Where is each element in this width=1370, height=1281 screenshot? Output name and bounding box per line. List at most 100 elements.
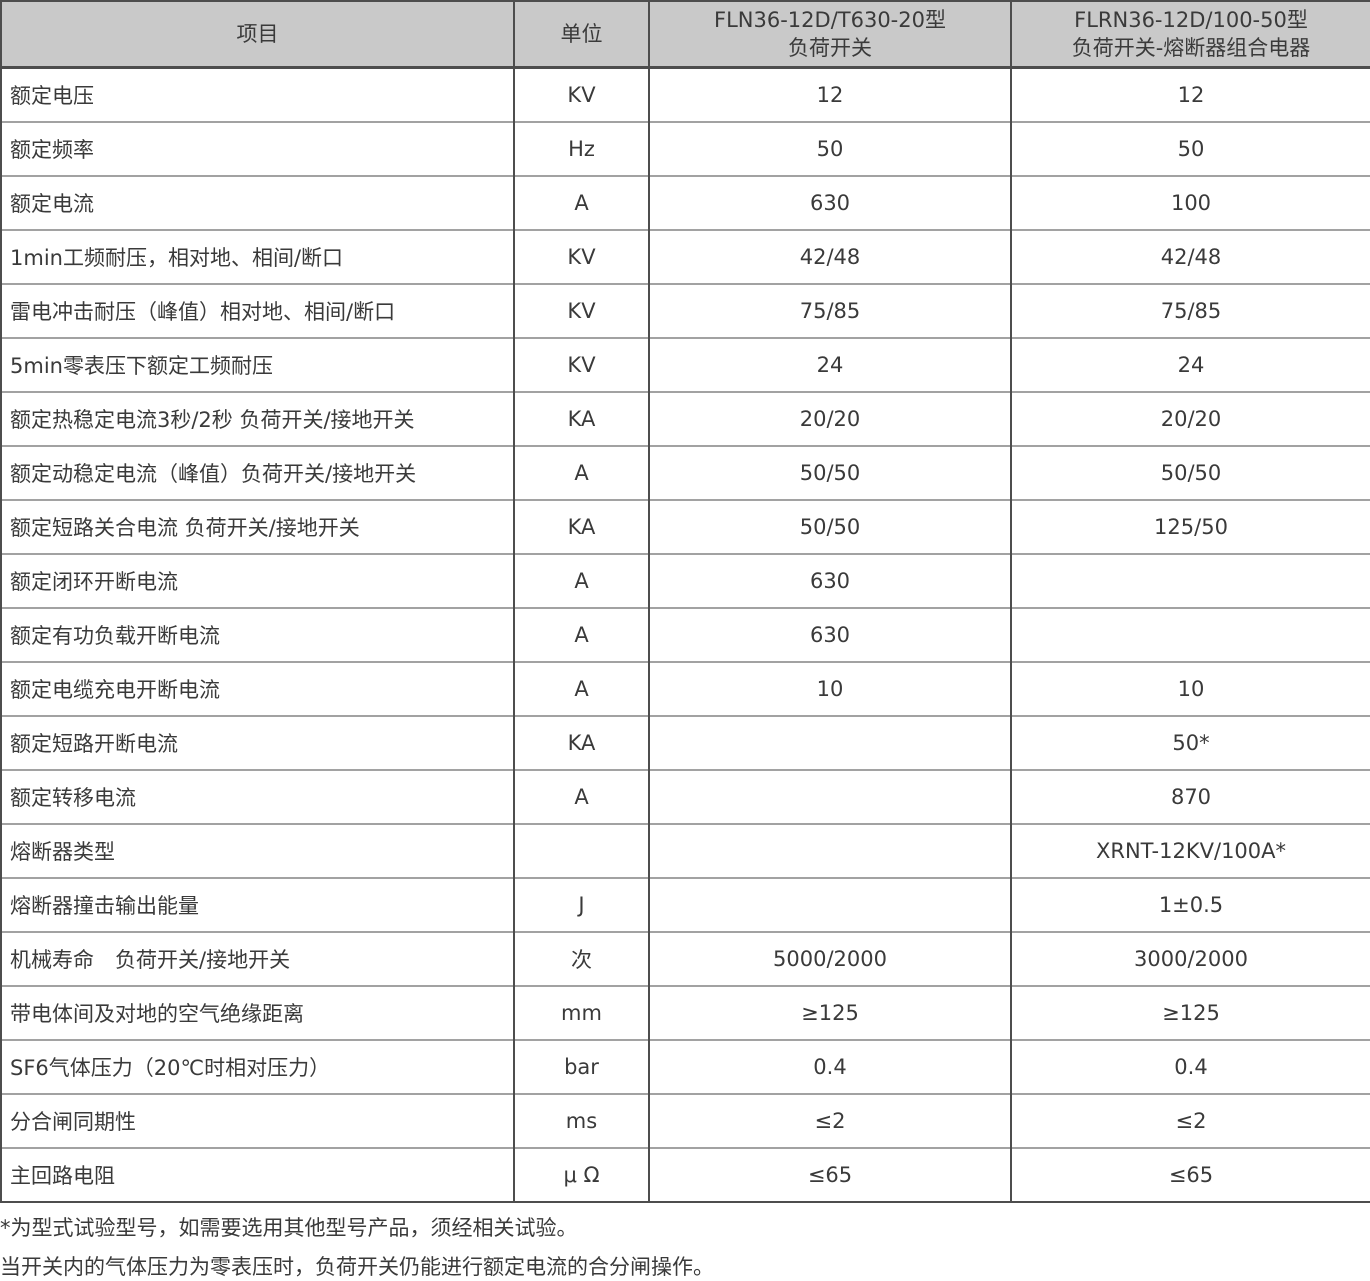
header-model-b: FLRN36-12D/100-50型 负荷开关-熔断器组合电器 — [1010, 1, 1370, 69]
item-cell: 额定电缆充电开断电流 — [0, 661, 515, 716]
unit-cell — [513, 823, 650, 878]
value-b-cell: ≤2 — [1010, 1093, 1370, 1148]
value-b-cell: 10 — [1010, 661, 1370, 716]
value-a-cell — [648, 769, 1012, 824]
item-cell: 雷电冲击耐压（峰值）相对地、相间/断口 — [0, 283, 515, 338]
item-cell: SF6气体压力（20℃时相对压力） — [0, 1039, 515, 1094]
footnote-1: *为型式试验型号，如需要选用其他型号产品，须经相关试验。 — [0, 1216, 578, 1240]
value-a-cell — [648, 715, 1012, 770]
value-a-cell: 0.4 — [648, 1039, 1012, 1094]
value-b-cell: 42/48 — [1010, 229, 1370, 284]
value-b-cell: 50/50 — [1010, 445, 1370, 500]
item-cell: 额定热稳定电流3秒/2秒 负荷开关/接地开关 — [0, 391, 515, 446]
item-cell: 分合闸同期性 — [0, 1093, 515, 1148]
value-a-cell: 75/85 — [648, 283, 1012, 338]
header-item: 项目 — [0, 1, 515, 69]
value-a-cell: 42/48 — [648, 229, 1012, 284]
item-cell: 带电体间及对地的空气绝缘距离 — [0, 985, 515, 1040]
table-row: 雷电冲击耐压（峰值）相对地、相间/断口 KV 75/85 75/85 — [0, 283, 1370, 338]
footnotes: *为型式试验型号，如需要选用其他型号产品，须经相关试验。 当开关内的气体压力为零… — [0, 1215, 1370, 1280]
item-cell: 主回路电阻 — [0, 1147, 515, 1202]
value-b-cell: 20/20 — [1010, 391, 1370, 446]
unit-cell: A — [513, 445, 650, 500]
value-b-cell: 1±0.5 — [1010, 877, 1370, 932]
value-b-cell: 50* — [1010, 715, 1370, 770]
spec-table: 项目 单位 FLN36-12D/T630-20型 负荷开关 FLRN36-12D… — [0, 0, 1370, 1203]
table-row: 额定短路关合电流 负荷开关/接地开关 KA 50/50 125/50 — [0, 499, 1370, 554]
item-cell: 熔断器撞击输出能量 — [0, 877, 515, 932]
header-row: 项目 单位 FLN36-12D/T630-20型 负荷开关 FLRN36-12D… — [0, 1, 1370, 69]
value-b-cell: 24 — [1010, 337, 1370, 392]
value-a-cell — [648, 877, 1012, 932]
item-cell: 额定短路开断电流 — [0, 715, 515, 770]
unit-cell: KV — [513, 337, 650, 392]
unit-cell: A — [513, 175, 650, 230]
item-cell: 额定动稳定电流（峰值）负荷开关/接地开关 — [0, 445, 515, 500]
header-model-a-line1: FLN36-12D/T630-20型 — [714, 8, 946, 32]
table-row: 额定电流 A 630 100 — [0, 175, 1370, 230]
header-unit-label: 单位 — [560, 22, 603, 46]
table-row: 带电体间及对地的空气绝缘距离 mm ≥125 ≥125 — [0, 985, 1370, 1040]
unit-cell: A — [513, 607, 650, 662]
value-a-cell: 50/50 — [648, 445, 1012, 500]
value-b-cell: 870 — [1010, 769, 1370, 824]
value-a-cell: 630 — [648, 607, 1012, 662]
value-a-cell: 20/20 — [648, 391, 1012, 446]
value-a-cell — [648, 823, 1012, 878]
table-row: 机械寿命 负荷开关/接地开关次 5000/2000 3000/2000 — [0, 931, 1370, 986]
unit-cell: KV — [513, 66, 650, 122]
value-b-cell: 50 — [1010, 121, 1370, 176]
value-b-cell: ≤65 — [1010, 1147, 1370, 1202]
unit-cell: Hz — [513, 121, 650, 176]
unit-cell: bar — [513, 1039, 650, 1094]
value-b-cell: 125/50 — [1010, 499, 1370, 554]
table-row: 熔断器类型 XRNT-12KV/100A* — [0, 823, 1370, 878]
value-b-cell: XRNT-12KV/100A* — [1010, 823, 1370, 878]
table-row: 额定电缆充电开断电流 A 10 10 — [0, 661, 1370, 716]
header-model-b-line1: FLRN36-12D/100-50型 — [1074, 8, 1308, 32]
table-row: 额定动稳定电流（峰值）负荷开关/接地开关 A 50/50 50/50 — [0, 445, 1370, 500]
table-row: 1min工频耐压，相对地、相间/断口 KV 42/48 42/48 — [0, 229, 1370, 284]
value-a-cell: ≤2 — [648, 1093, 1012, 1148]
value-a-cell: 630 — [648, 175, 1012, 230]
unit-cell: A — [513, 553, 650, 608]
item-cell: 额定闭环开断电流 — [0, 553, 515, 608]
table-row: 额定热稳定电流3秒/2秒 负荷开关/接地开关 KA 20/20 20/20 — [0, 391, 1370, 446]
unit-cell: KV — [513, 283, 650, 338]
item-cell: 机械寿命 负荷开关/接地开关 — [0, 931, 515, 986]
unit-cell: A — [513, 661, 650, 716]
item-cell: 额定电压 — [0, 66, 515, 122]
table-row: 额定电压 KV 12 12 — [0, 66, 1370, 122]
table-row: 额定短路开断电流 KA 50* — [0, 715, 1370, 770]
value-a-cell: 630 — [648, 553, 1012, 608]
table-row: 主回路电阻 μ Ω ≤65 ≤65 — [0, 1147, 1370, 1202]
value-b-cell: 12 — [1010, 66, 1370, 122]
unit-cell: μ Ω — [513, 1147, 650, 1202]
value-b-cell — [1010, 553, 1370, 608]
header-unit: 单位 — [513, 1, 650, 69]
item-cell: 额定频率 — [0, 121, 515, 176]
table-row: 额定频率 Hz 50 50 — [0, 121, 1370, 176]
value-a-cell: 50 — [648, 121, 1012, 176]
unit-cell: KA — [513, 391, 650, 446]
header-model-a: FLN36-12D/T630-20型 负荷开关 — [648, 1, 1012, 69]
value-b-cell — [1010, 607, 1370, 662]
item-cell: 熔断器类型 — [0, 823, 515, 878]
unit-cell: KV — [513, 229, 650, 284]
item-cell: 额定转移电流 — [0, 769, 515, 824]
unit-cell: KA — [513, 715, 650, 770]
value-b-cell: 100 — [1010, 175, 1370, 230]
value-a-cell: ≥125 — [648, 985, 1012, 1040]
header-model-b-line2: 负荷开关-熔断器组合电器 — [1071, 36, 1311, 60]
value-b-cell: ≥125 — [1010, 985, 1370, 1040]
unit-cell: mm — [513, 985, 650, 1040]
item-cell: 1min工频耐压，相对地、相间/断口 — [0, 229, 515, 284]
item-cell: 额定短路关合电流 负荷开关/接地开关 — [0, 499, 515, 554]
table-row: SF6气体压力（20℃时相对压力） bar 0.4 0.4 — [0, 1039, 1370, 1094]
header-item-label: 项目 — [236, 22, 279, 46]
value-a-cell: 5000/2000 — [648, 931, 1012, 986]
footnote-2: 当开关内的气体压力为零表压时，负荷开关仍能进行额定电流的合分闸操作。 — [0, 1255, 714, 1279]
value-a-cell: 50/50 — [648, 499, 1012, 554]
value-b-cell: 0.4 — [1010, 1039, 1370, 1094]
value-a-cell: 12 — [648, 66, 1012, 122]
